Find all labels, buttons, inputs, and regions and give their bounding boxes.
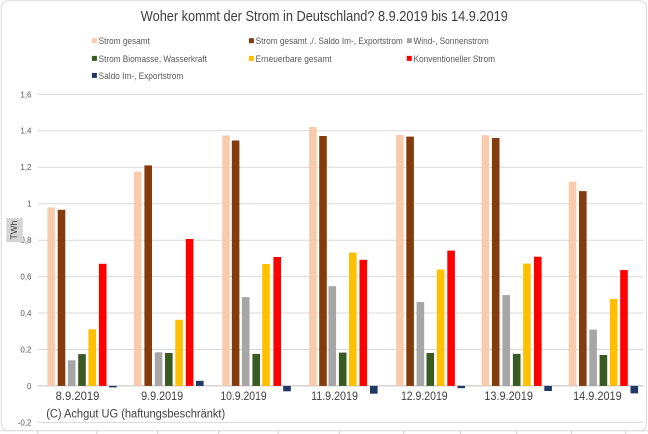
svg-text:Erneuerbare gesamt: Erneuerbare gesamt: [256, 54, 332, 64]
svg-text:11.9.2019: 11.9.2019: [311, 389, 358, 403]
svg-text:8.9.2019: 8.9.2019: [56, 389, 100, 403]
svg-text:-0,2: -0,2: [18, 418, 32, 427]
svg-text:Saldo Im-, Exportstrom: Saldo Im-, Exportstrom: [99, 71, 184, 81]
svg-text:1: 1: [27, 200, 32, 209]
svg-text:Strom gesamt ./. Saldo Im-, Ex: Strom gesamt ./. Saldo Im-, Exportstrom: [256, 36, 404, 46]
svg-text:14.9.2019: 14.9.2019: [573, 389, 622, 403]
svg-text:0: 0: [27, 382, 32, 391]
svg-text:(C) Achgut UG (haftungsbeschrä: (C) Achgut UG (haftungsbeschränkt): [46, 409, 225, 421]
svg-text:0,4: 0,4: [20, 309, 32, 318]
svg-text:13.9.2019: 13.9.2019: [484, 389, 533, 403]
svg-text:Woher kommt der Strom in Deuts: Woher kommt der Strom in Deutschland? 8.…: [141, 8, 508, 25]
svg-text:TWh: TWh: [9, 221, 19, 240]
svg-text:12.9.2019: 12.9.2019: [401, 389, 448, 403]
svg-text:1,6: 1,6: [20, 90, 32, 99]
svg-text:1,4: 1,4: [20, 127, 32, 136]
svg-text:Strom Biomasse, Wasserkraft: Strom Biomasse, Wasserkraft: [99, 54, 208, 64]
svg-text:Strom gesamt: Strom gesamt: [99, 36, 151, 46]
svg-text:Wind-, Sonnenstrom: Wind-, Sonnenstrom: [414, 36, 490, 46]
svg-text:9.9.2019: 9.9.2019: [141, 389, 183, 403]
svg-text:1,2: 1,2: [20, 163, 32, 172]
svg-text:0,8: 0,8: [20, 236, 32, 245]
svg-text:Konventioneller Strom: Konventioneller Strom: [414, 54, 496, 64]
svg-text:0,2: 0,2: [20, 345, 32, 354]
svg-text:10.9.2019: 10.9.2019: [220, 389, 267, 403]
svg-text:0,6: 0,6: [20, 273, 32, 282]
